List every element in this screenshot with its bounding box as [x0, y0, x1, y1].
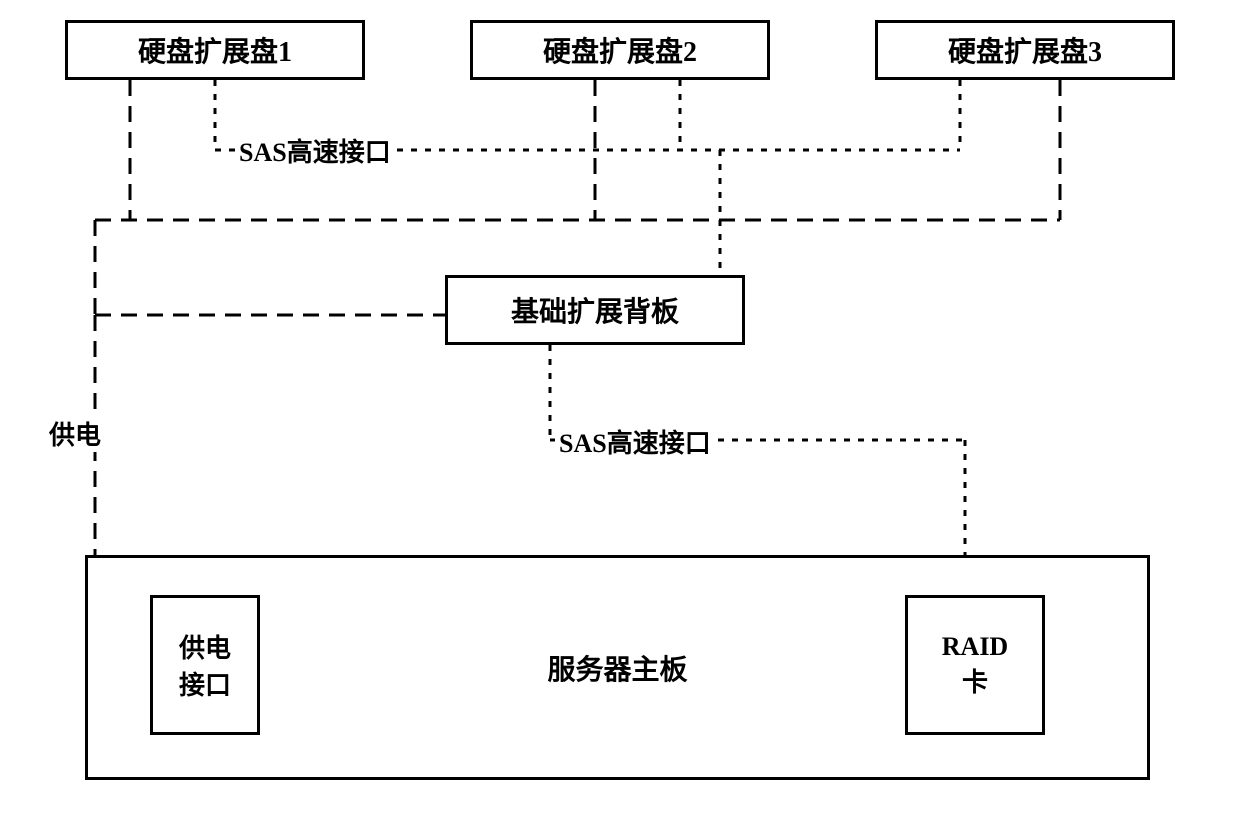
disk-expansion-3-label: 硬盘扩展盘3	[948, 30, 1102, 70]
power-port-box: 供电 接口	[150, 595, 260, 735]
power-supply-label: 供电	[45, 415, 105, 452]
backplane-label: 基础扩展背板	[511, 290, 679, 330]
disk-expansion-2-label: 硬盘扩展盘2	[543, 30, 697, 70]
motherboard-label: 服务器主板	[547, 648, 687, 688]
sas-interface-upper-label: SAS高速接口	[235, 132, 395, 169]
backplane-box: 基础扩展背板	[445, 275, 745, 345]
sas-interface-lower-label: SAS高速接口	[555, 423, 715, 460]
disk-expansion-1-label: 硬盘扩展盘1	[138, 30, 292, 70]
raid-card-label-line1: RAID	[942, 632, 1008, 662]
power-port-label-line1: 供电	[179, 628, 231, 665]
raid-card-label-line2: 卡	[942, 662, 1008, 699]
disk-expansion-2-box: 硬盘扩展盘2	[470, 20, 770, 80]
raid-card-box: RAID 卡	[905, 595, 1045, 735]
disk-expansion-3-box: 硬盘扩展盘3	[875, 20, 1175, 80]
disk-expansion-1-box: 硬盘扩展盘1	[65, 20, 365, 80]
power-port-label-line2: 接口	[179, 665, 231, 702]
